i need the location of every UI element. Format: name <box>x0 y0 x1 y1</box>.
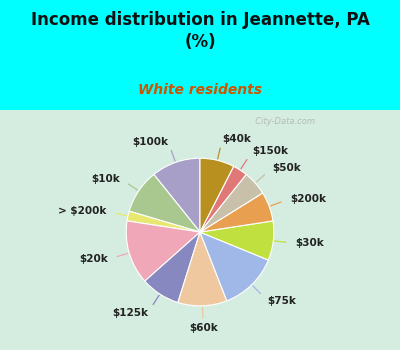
Wedge shape <box>200 232 268 301</box>
Wedge shape <box>127 211 200 232</box>
Text: $60k: $60k <box>189 323 218 333</box>
Text: $150k: $150k <box>252 147 288 156</box>
Text: City-Data.com: City-Data.com <box>250 117 314 126</box>
Wedge shape <box>200 174 263 232</box>
Text: $200k: $200k <box>290 194 326 204</box>
Wedge shape <box>129 174 200 232</box>
Text: $100k: $100k <box>132 136 168 147</box>
Wedge shape <box>200 221 274 260</box>
Wedge shape <box>145 232 200 302</box>
Text: $20k: $20k <box>79 254 108 264</box>
Text: $75k: $75k <box>267 295 296 306</box>
Text: White residents: White residents <box>138 83 262 97</box>
Wedge shape <box>126 221 200 281</box>
Text: > $200k: > $200k <box>58 206 106 216</box>
Text: $30k: $30k <box>295 238 324 248</box>
Text: $50k: $50k <box>272 163 300 173</box>
Wedge shape <box>178 232 227 306</box>
Text: $10k: $10k <box>92 174 120 184</box>
Wedge shape <box>200 166 246 232</box>
Wedge shape <box>154 158 200 232</box>
Wedge shape <box>200 158 234 232</box>
Text: Income distribution in Jeannette, PA
(%): Income distribution in Jeannette, PA (%) <box>30 11 370 51</box>
Text: $40k: $40k <box>222 134 251 144</box>
Wedge shape <box>200 193 273 232</box>
Text: $125k: $125k <box>112 308 148 318</box>
